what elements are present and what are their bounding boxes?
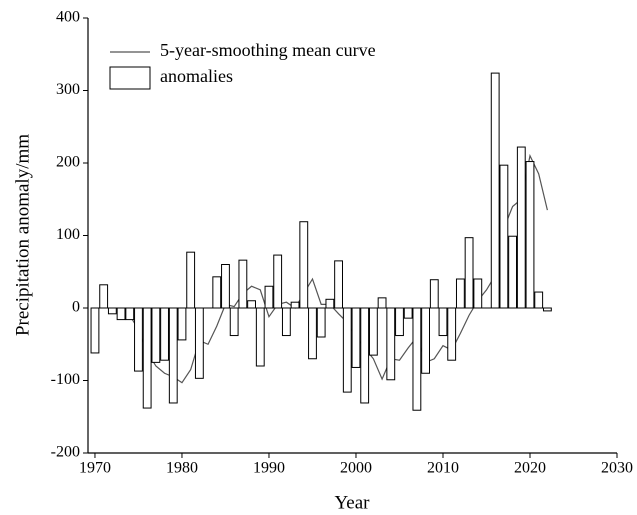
bar <box>290 301 300 309</box>
bar <box>116 307 126 321</box>
y-tick-label: -100 <box>51 371 80 388</box>
y-tick-label: 0 <box>72 299 80 316</box>
bar <box>134 307 143 372</box>
bar <box>325 298 335 309</box>
bar <box>429 279 439 309</box>
bar <box>168 307 178 404</box>
bar <box>125 307 135 321</box>
bar <box>299 221 309 309</box>
bar <box>142 307 152 409</box>
bar <box>421 307 431 374</box>
y-tick-label: 400 <box>56 9 80 26</box>
x-tick-label: 2000 <box>340 460 372 477</box>
bar <box>438 307 448 337</box>
bar <box>351 307 361 368</box>
x-axis-title: Year <box>334 492 370 513</box>
bar <box>377 297 387 309</box>
bar <box>160 307 169 361</box>
legend-label: anomalies <box>160 66 233 86</box>
bar <box>403 307 413 319</box>
x-tick-label: 2010 <box>427 460 459 477</box>
bar <box>473 278 483 309</box>
y-tick-label: -200 <box>51 444 80 461</box>
bar <box>238 259 248 309</box>
bar <box>177 307 187 341</box>
bar <box>99 284 109 309</box>
bar <box>412 307 422 411</box>
bar <box>525 161 535 309</box>
bar <box>508 235 518 309</box>
bar <box>542 307 552 312</box>
bar <box>90 307 100 354</box>
bar <box>386 307 396 381</box>
x-tick-label: 1970 <box>79 460 111 477</box>
y-axis-title: Precipitation anomaly/mm <box>12 134 33 336</box>
bar <box>264 285 274 309</box>
bar <box>316 307 326 338</box>
bar <box>247 300 256 309</box>
bar <box>455 278 465 309</box>
bar <box>342 307 352 393</box>
bar <box>186 251 196 309</box>
bar <box>360 307 370 404</box>
bar <box>395 307 404 337</box>
bar <box>334 260 343 309</box>
legend-label: 5-year-smoothing mean curve <box>160 40 376 60</box>
bar <box>368 307 378 356</box>
bar <box>212 276 222 309</box>
y-tick-label: 300 <box>56 81 80 98</box>
bar <box>516 146 526 309</box>
bar <box>255 307 265 367</box>
bar <box>229 307 239 337</box>
bar <box>308 307 317 360</box>
x-tick-label: 2030 <box>601 460 633 477</box>
bar <box>499 164 509 309</box>
x-tick-label: 1980 <box>166 460 198 477</box>
bar <box>107 307 117 315</box>
x-tick-label: 1990 <box>253 460 285 477</box>
y-tick-label: 200 <box>56 154 80 171</box>
bar <box>273 254 283 309</box>
bar <box>151 307 161 363</box>
bar <box>221 264 230 309</box>
bar <box>194 307 204 379</box>
y-tick-label: 100 <box>56 226 80 243</box>
legend-box <box>109 66 151 90</box>
bar <box>281 307 291 337</box>
x-tick-label: 2020 <box>514 460 546 477</box>
bar <box>447 307 457 361</box>
bar <box>490 72 500 309</box>
bar <box>534 291 544 309</box>
bar <box>464 237 474 309</box>
